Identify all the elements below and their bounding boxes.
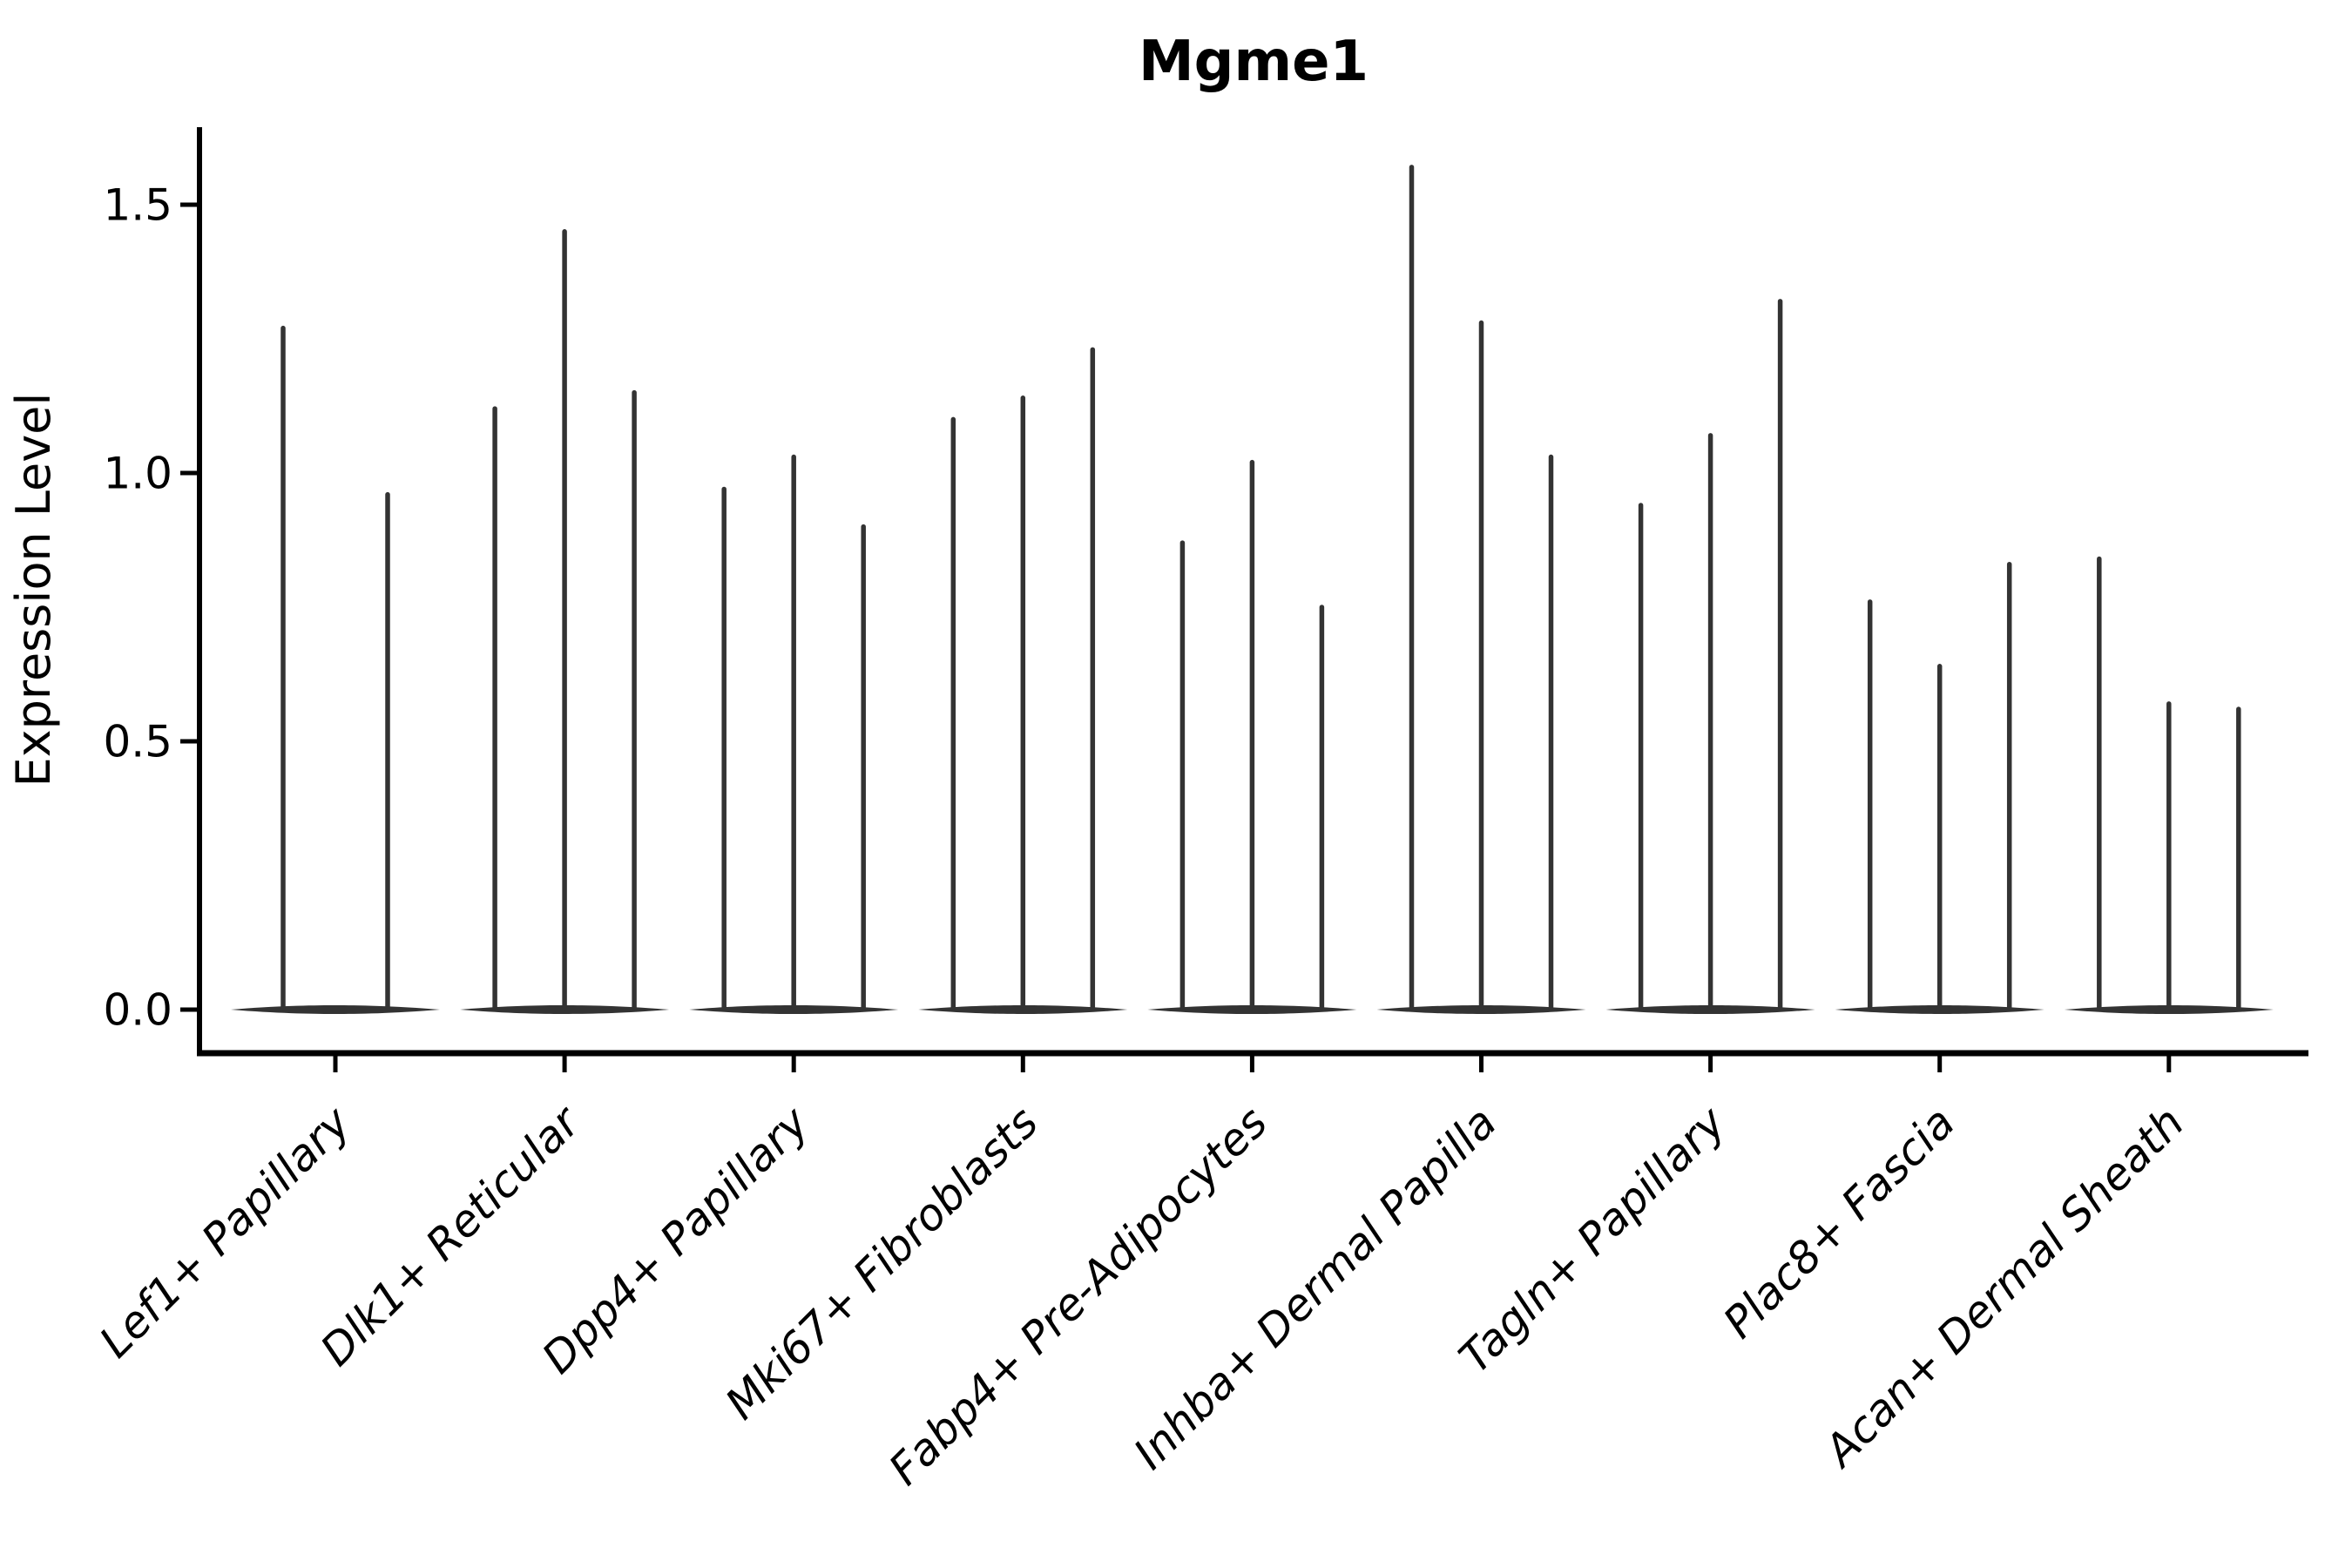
y-tick-label: 1.5 [103, 180, 172, 231]
x-tick-label: Plac8+ Fascia [1713, 1097, 1964, 1348]
y-tick-label: 0.5 [103, 717, 172, 767]
x-tick-label: Fabp4+ Pre-Adipocytes [879, 1097, 1277, 1495]
y-tick-label: 1.0 [103, 449, 172, 499]
x-tick-label: Lef1+ Papillary [90, 1096, 361, 1367]
x-tick-label: Acan+ Dermal Sheath [1813, 1097, 2193, 1477]
x-tick-label: Inhba+ Dermal Papilla [1125, 1097, 1506, 1478]
chart-title: Mgme1 [1139, 30, 1369, 94]
y-tick-label: 0.0 [103, 985, 172, 1036]
y-axis-label: Expression Level [6, 393, 61, 787]
violin-base [231, 1005, 440, 1014]
